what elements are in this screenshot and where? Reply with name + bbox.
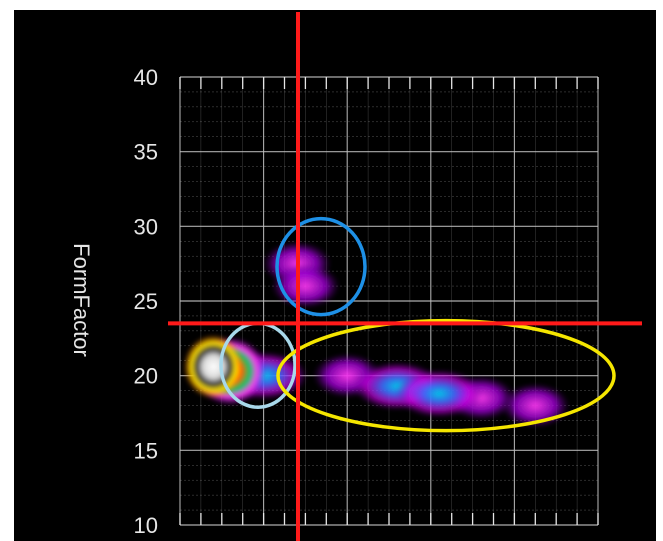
- y-tick-label: 30: [134, 214, 158, 239]
- y-tick-label: 20: [134, 364, 158, 389]
- gate-lines: [168, 12, 642, 541]
- y-tick-label: 35: [134, 140, 158, 165]
- annotation-ellipse: [276, 318, 616, 433]
- annotation-ellipse: [275, 216, 367, 317]
- y-tick-label: 40: [134, 65, 158, 90]
- y-tick-label: 25: [134, 289, 158, 314]
- density-layer: [183, 241, 570, 428]
- y-axis-label: FormFactor: [69, 243, 94, 357]
- density-region-medium: [395, 369, 484, 418]
- y-tick-label: 10: [134, 513, 158, 538]
- y-tick-label: 15: [134, 438, 158, 463]
- density-region-peak: [183, 334, 244, 399]
- grid: [179, 76, 599, 526]
- y-axis-ticks: 10 15 20 25 30 35 40: [134, 65, 158, 538]
